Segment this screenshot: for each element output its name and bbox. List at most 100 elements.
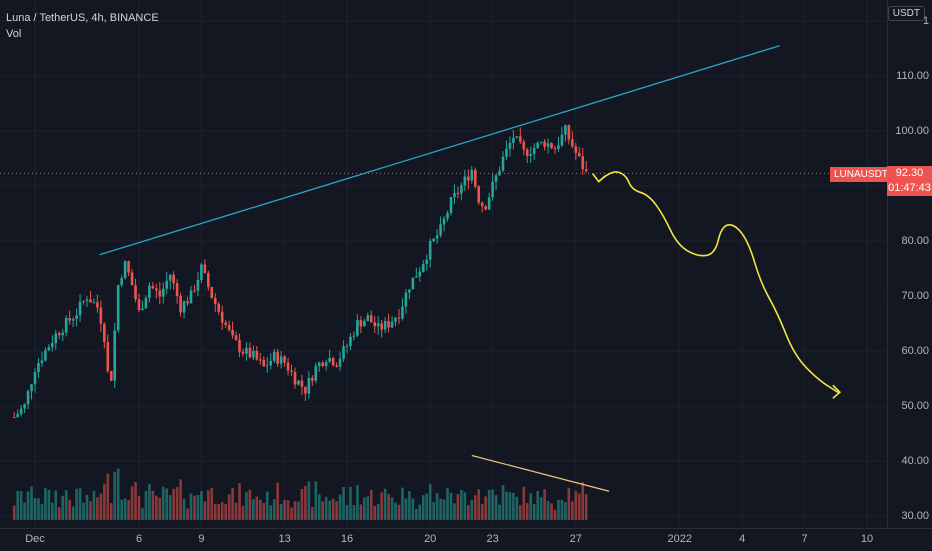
candle-body: [189, 290, 193, 304]
candle-body: [23, 404, 26, 409]
volume-bar: [245, 492, 248, 520]
price-tick-label: 30.00: [901, 510, 929, 522]
volume-bar: [404, 498, 408, 520]
candle-body: [103, 323, 106, 343]
volume-bar: [397, 504, 401, 520]
candle-body: [390, 321, 394, 328]
volume-bar: [148, 483, 151, 520]
candle-body: [293, 371, 297, 385]
volume-bar: [213, 504, 217, 520]
volume-bar: [505, 491, 508, 520]
candle-body: [276, 351, 279, 364]
candle-body: [248, 347, 252, 358]
time-axis[interactable]: Dec 6 9 13 16 20 23 27 2022 4 7 10: [0, 528, 932, 551]
candle-body: [241, 351, 245, 354]
price-tick-label: 100.00: [895, 125, 929, 137]
volume-bar: [172, 489, 175, 520]
volume-bar: [134, 482, 137, 520]
candle-body: [331, 357, 335, 366]
candle-body: [182, 301, 186, 313]
volume-bar: [494, 495, 498, 520]
volume-bar: [179, 479, 182, 520]
volume-bar: [279, 503, 283, 520]
volume-bar: [269, 505, 273, 520]
time-tick-label: 27: [569, 533, 582, 545]
volume-bar: [470, 499, 474, 520]
volume-bar: [512, 492, 515, 520]
candle-body: [203, 264, 207, 273]
volume-bar: [238, 483, 241, 520]
candle-body: [435, 235, 439, 239]
candle-body: [397, 317, 401, 319]
volume-bar: [175, 487, 179, 520]
volume-bar: [338, 494, 342, 520]
volume-bar: [44, 488, 47, 520]
candle-body: [522, 141, 526, 150]
currency-button[interactable]: USDT: [887, 6, 925, 21]
volume-bar: [560, 499, 564, 520]
volume-indicator-label[interactable]: Vol: [6, 28, 22, 40]
volume-bar: [439, 498, 442, 520]
volume-bar: [491, 489, 494, 520]
chart-area[interactable]: Luna / TetherUS, 4h, BINANCE Vol: [0, 0, 887, 528]
volume-bar: [577, 493, 581, 520]
volume-bar: [564, 502, 567, 520]
candle-body: [255, 350, 259, 360]
candle-body: [394, 317, 397, 322]
volume-bar: [335, 501, 338, 520]
volume-bar: [89, 501, 92, 520]
candle-body: [96, 302, 99, 308]
volume-bar: [314, 481, 318, 520]
candle-body: [338, 358, 342, 367]
volume-bar: [51, 502, 54, 520]
price-axis[interactable]: USDT 30.0040.0050.0060.0070.0080.0090.00…: [887, 0, 932, 528]
candle-body: [494, 175, 498, 182]
candle-body: [508, 142, 512, 149]
volume-bar: [321, 501, 325, 520]
volume-bar: [349, 486, 352, 520]
volume-bar: [151, 490, 155, 520]
volume-bar: [127, 500, 130, 520]
volume-bar: [78, 488, 82, 520]
time-tick-label: 2022: [667, 533, 693, 545]
candle-body: [359, 320, 363, 327]
price-tick-label: 1: [922, 15, 929, 27]
candle-body: [286, 362, 290, 371]
candle-body: [252, 350, 255, 358]
candle-body: [425, 259, 429, 265]
time-tick-label: 6: [135, 533, 143, 545]
volume-trendline: [471, 454, 610, 492]
candle-body: [411, 277, 415, 290]
candle-body: [71, 319, 75, 321]
bar-countdown: 01:47:43: [888, 182, 931, 194]
candle-body: [193, 290, 196, 292]
volume-bar: [182, 499, 186, 520]
candle-body: [512, 137, 515, 143]
candle-body: [200, 264, 203, 281]
candle-body: [383, 320, 387, 330]
price-tick-label: 40.00: [901, 455, 929, 467]
candle-body: [467, 176, 470, 181]
volume-bar: [161, 486, 165, 520]
candle-body: [432, 238, 435, 242]
candle-body: [307, 377, 311, 394]
volume-bar: [12, 505, 16, 520]
volume-bar: [460, 489, 463, 520]
volume-bar: [498, 504, 501, 520]
candle-body: [456, 193, 460, 195]
candle-body: [421, 264, 425, 272]
candle-body: [546, 143, 550, 147]
candle-body: [373, 322, 377, 327]
volume-bar: [26, 491, 30, 520]
candle-body: [314, 365, 318, 381]
volume-bar: [16, 490, 19, 520]
volume-bar: [515, 496, 519, 520]
candle-body: [262, 359, 266, 367]
candle-body: [564, 125, 567, 135]
volume-bar: [383, 488, 387, 520]
volume-bar: [442, 499, 446, 520]
symbol-title[interactable]: Luna / TetherUS, 4h, BINANCE: [6, 12, 159, 24]
price-chart[interactable]: [0, 0, 887, 528]
candle-body: [446, 213, 449, 219]
volume-bar: [130, 486, 134, 520]
